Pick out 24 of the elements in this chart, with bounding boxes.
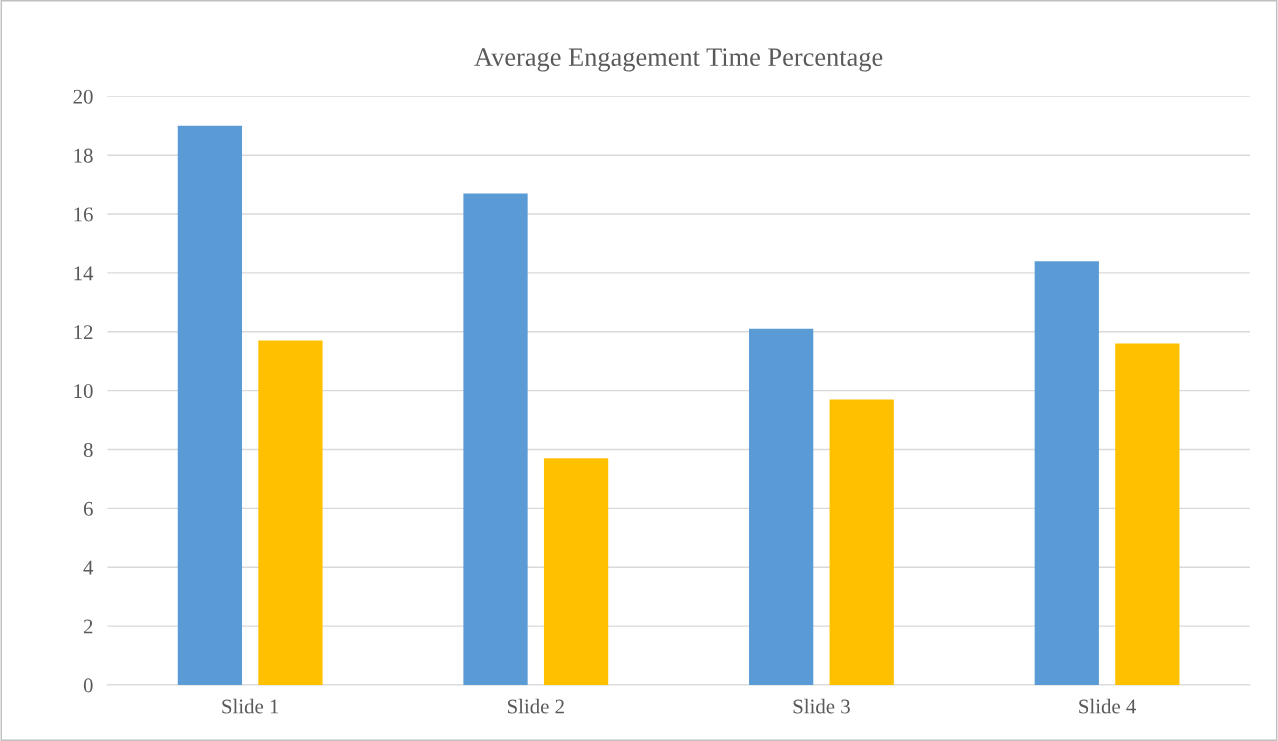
y-tick-label: 18 <box>74 148 93 163</box>
y-tick-label: 16 <box>74 207 93 222</box>
bar <box>1115 343 1180 685</box>
y-tick-label: 4 <box>83 560 94 575</box>
x-tick-label: Slide 3 <box>793 698 850 714</box>
y-tick-label: 10 <box>74 384 93 399</box>
bar <box>829 399 894 685</box>
bar <box>1034 261 1099 685</box>
y-tick-label: 20 <box>73 89 93 104</box>
y-tick-label: 6 <box>83 501 93 516</box>
x-tick-label: Slide 2 <box>507 698 564 714</box>
x-tick-label: Slide 4 <box>1079 698 1136 714</box>
x-tick-label: Slide 1 <box>222 698 279 714</box>
bar <box>258 340 323 685</box>
bar <box>543 458 609 685</box>
y-tick-label: 12 <box>74 325 93 340</box>
bar <box>177 125 243 685</box>
y-tick-label: 0 <box>83 678 93 693</box>
chart-title: Average Engagement Time Percentage <box>474 48 883 72</box>
bar <box>463 193 528 685</box>
y-tick-label: 2 <box>83 619 93 634</box>
y-tick-label: 8 <box>83 442 93 457</box>
y-tick-label: 14 <box>74 266 94 281</box>
bar <box>749 328 814 685</box>
